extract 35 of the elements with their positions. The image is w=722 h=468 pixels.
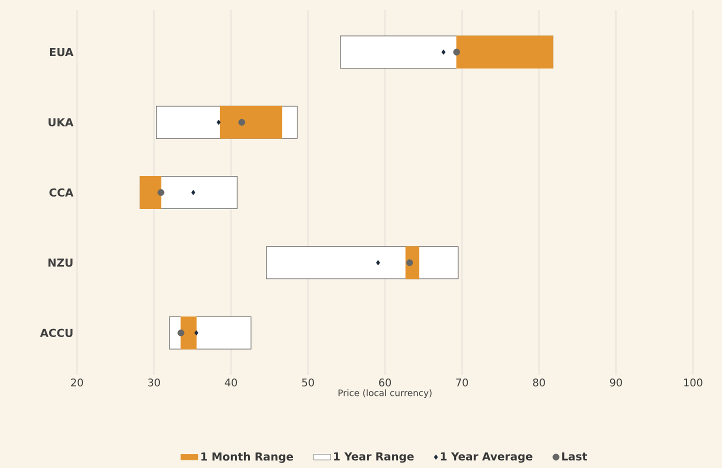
x-tick-label: 40 [224, 378, 237, 386]
point [158, 189, 164, 196]
legend-label: Last [562, 452, 588, 460]
x-tick-label: 90 [610, 378, 622, 386]
x-tick-label: 30 [148, 378, 160, 386]
y-tick-label: ACCU [40, 328, 72, 338]
x-tick-label: 60 [379, 378, 391, 386]
point [216, 120, 221, 125]
bar [220, 106, 282, 139]
point [194, 330, 198, 336]
legend-label: 1 Month Range [201, 452, 294, 463]
y-tick-label: CCA [49, 188, 74, 197]
bar [140, 176, 162, 209]
y-tick-label: EUA [50, 48, 74, 56]
x-tick-label: 80 [533, 378, 545, 386]
point [406, 259, 414, 266]
legend-label: 1 Year Range [334, 452, 414, 463]
point [191, 190, 196, 196]
x-tick-label: 20 [71, 378, 83, 386]
x-tick-label: 100 [684, 378, 702, 386]
point [178, 329, 184, 336]
point [442, 50, 446, 55]
bar [180, 316, 197, 350]
x-tick-label: 70 [456, 378, 468, 386]
legend-label: 1 Year Average [440, 452, 532, 463]
bar [456, 36, 554, 69]
point [376, 260, 380, 266]
bar [405, 246, 420, 280]
x-tick-label: 50 [302, 378, 314, 386]
bar [266, 246, 458, 280]
y-tick-label: NZU [48, 258, 72, 267]
point [238, 118, 246, 126]
y-tick-label: UKA [48, 118, 74, 126]
x-axis-title: Price (local currency) [338, 389, 432, 398]
point [453, 48, 460, 56]
